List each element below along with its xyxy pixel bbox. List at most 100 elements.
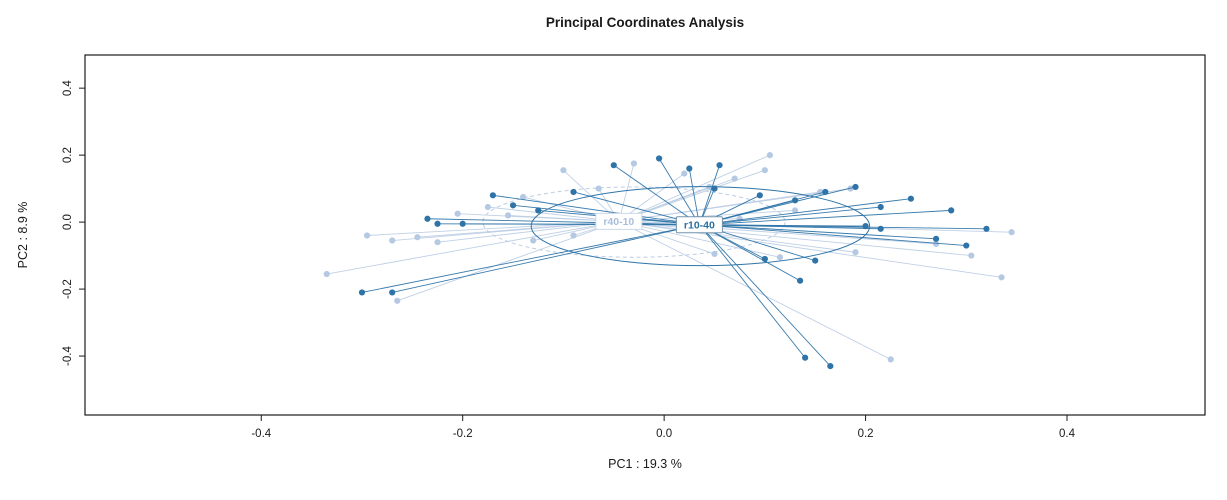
data-point — [358, 289, 366, 296]
series-layer: r40-10 r10-40 — [323, 152, 1015, 370]
centroid-label-box — [675, 216, 723, 234]
data-point — [963, 242, 970, 249]
spider-line — [658, 158, 700, 226]
data-point — [791, 207, 799, 214]
spider-line — [618, 220, 781, 258]
data-point — [520, 193, 527, 201]
data-point — [761, 255, 768, 263]
group-ellipse — [530, 186, 871, 267]
data-point — [459, 220, 466, 227]
data-point — [776, 254, 784, 261]
spider-line — [613, 164, 700, 226]
spider-line — [688, 168, 700, 225]
data-point — [948, 207, 955, 214]
data-point — [504, 212, 512, 219]
spider-line — [699, 224, 937, 240]
data-point — [1008, 229, 1015, 236]
spider-line — [618, 188, 851, 222]
data-point — [932, 235, 940, 242]
x-tick-label: -0.4 — [251, 428, 271, 440]
x-tick-label: 0.0 — [656, 428, 672, 440]
data-point — [731, 175, 738, 182]
data-point — [756, 192, 763, 199]
data-point — [852, 249, 859, 256]
plot-area-border — [84, 54, 1206, 416]
x-tick-label: 0.4 — [1059, 428, 1076, 440]
x-axis-label: PC1 : 19.3 % — [608, 457, 682, 471]
data-point — [932, 240, 940, 247]
y-axis-label: PC2 : 8.9 % — [16, 202, 30, 269]
data-point — [363, 232, 371, 239]
spider-line — [699, 224, 801, 282]
data-point — [686, 165, 693, 172]
data-point — [434, 239, 441, 246]
y-tick-label: -0.2 — [62, 279, 74, 299]
data-point — [711, 185, 718, 192]
data-point — [389, 289, 396, 296]
spider-line — [699, 224, 806, 359]
spider-line — [427, 218, 700, 226]
chart-title: Principal Coordinates Analysis — [546, 15, 744, 30]
data-point — [877, 225, 884, 232]
data-point — [827, 363, 834, 370]
data-point — [414, 234, 421, 241]
centroid-label-text: r10-40 — [684, 220, 715, 232]
centroid-label: r10-40 — [675, 216, 723, 234]
y-tick-label: 0.2 — [62, 147, 74, 163]
y-tick-label: 0.0 — [62, 214, 74, 230]
x-tick-label: 0.2 — [858, 428, 874, 440]
data-point — [323, 270, 330, 278]
data-point — [998, 274, 1005, 281]
data-point — [862, 223, 869, 230]
data-point — [434, 220, 441, 227]
data-point — [797, 277, 804, 284]
data-point — [822, 188, 829, 196]
spider-line — [618, 169, 766, 222]
data-point — [530, 237, 537, 244]
data-point — [907, 195, 914, 202]
x-tick-label: -0.2 — [453, 428, 473, 440]
data-point — [812, 257, 819, 264]
data-point — [711, 250, 718, 258]
spider-line — [326, 220, 619, 275]
data-point — [570, 188, 577, 196]
spider-line — [699, 198, 911, 226]
spider-line — [698, 165, 720, 225]
spider-line — [361, 224, 700, 293]
spider-line — [618, 221, 891, 360]
group-ellipse — [482, 186, 786, 258]
spider-line — [699, 209, 952, 226]
spider-line — [699, 224, 967, 246]
data-point — [454, 210, 461, 217]
data-point — [484, 203, 491, 211]
data-point — [535, 207, 542, 214]
spider-line — [618, 163, 635, 222]
data-point — [389, 237, 396, 244]
data-point — [489, 192, 497, 199]
data-point — [761, 167, 768, 174]
data-point — [766, 152, 773, 159]
spider-line — [492, 194, 700, 226]
spider-line — [462, 223, 700, 226]
data-point — [394, 297, 401, 304]
centroid-label-box — [595, 212, 643, 230]
data-point — [877, 203, 884, 211]
data-point — [681, 170, 688, 177]
data-point — [610, 162, 617, 169]
data-point — [424, 215, 431, 222]
spider-line — [699, 206, 881, 226]
data-point — [595, 185, 602, 192]
data-point — [560, 167, 567, 174]
data-point — [716, 162, 723, 169]
centroid-label-text: r40-10 — [603, 216, 634, 228]
data-point — [887, 356, 894, 363]
spider-line — [699, 186, 856, 226]
data-point — [570, 232, 577, 239]
spider-line — [366, 220, 619, 236]
spider-line — [699, 224, 987, 230]
data-point — [968, 252, 975, 259]
data-point — [791, 197, 799, 204]
y-tick-label: -0.4 — [62, 346, 74, 366]
